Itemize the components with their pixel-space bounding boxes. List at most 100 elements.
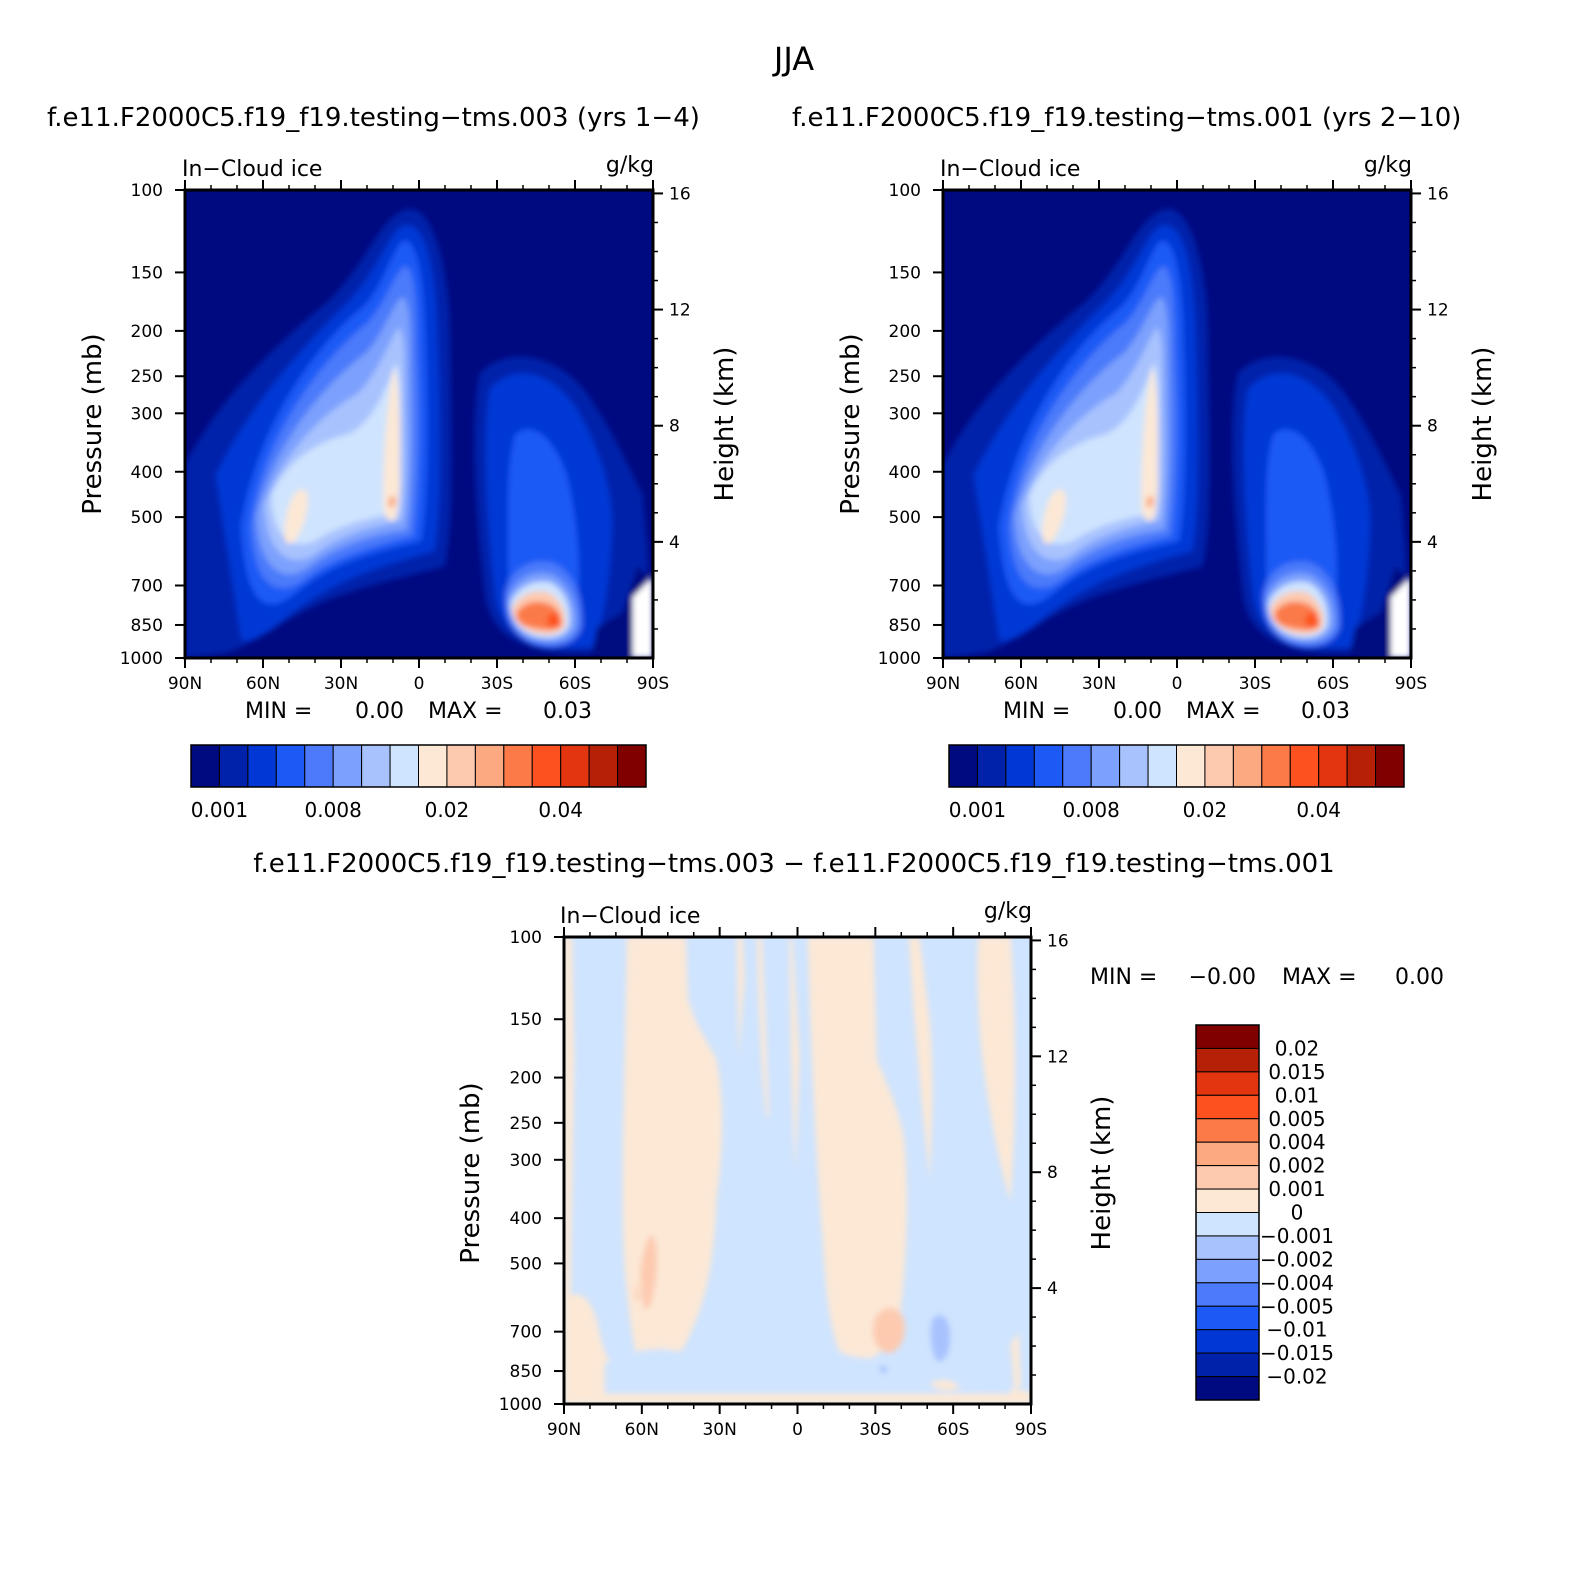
colorbar-tick-label: 0.008 [1063,798,1120,822]
colorbar-tick-label: 0.02 [1275,1036,1320,1060]
colorbar-tick-label: 0 [1291,1201,1304,1225]
x-tick-label: 90N [168,674,202,694]
colorbar-tick-label: 0.004 [1268,1130,1325,1154]
panel-3-min-value: −0.00 [1189,965,1256,990]
x-tick-label: 90S [637,674,669,694]
x-tick-label: 90S [1015,1420,1047,1440]
x-tick-label: 60N [246,674,280,694]
colorbar-swatch [1195,1305,1260,1331]
y-tick-label-left: 250 [131,367,163,387]
panel-2-field [943,209,1411,658]
panel-3-colorbar: 0.020.0150.010.0050.0040.0020.0010−0.001… [1195,1024,1334,1401]
panel-2-ylabel-right: Height (km) [1468,347,1498,502]
colorbar-swatch [361,744,391,788]
panel-3-plot-area [564,937,1031,1404]
colorbar-swatch [1033,744,1064,788]
colorbar-swatch [976,744,1007,788]
y-tick-label-left: 100 [510,928,542,948]
colorbar-tick-label: −0.002 [1260,1247,1334,1271]
panel-3-ylabel-left: Pressure (mb) [456,1082,486,1263]
colorbar-swatch [190,744,220,788]
panel-3-units: g/kg [984,899,1032,924]
colorbar-swatch [275,744,306,788]
colorbar-swatch [1119,744,1149,788]
panel-1-max-label: MAX = [428,699,503,724]
colorbar-swatch [1195,1258,1260,1284]
panel-2-units: g/kg [1364,153,1412,178]
colorbar-frame [190,744,647,788]
panel-1-variable: In−Cloud ice [182,157,322,182]
y-tick-label-left: 850 [510,1362,542,1382]
x-tick-label: 90N [926,674,960,694]
x-tick-label: 30S [859,1420,891,1440]
panel-1-ylabel-right: Height (km) [710,347,740,502]
colorbar-swatch [1195,1188,1260,1213]
y-tick-label-left: 100 [889,181,921,201]
y-tick-label-left: 500 [889,508,921,528]
panel-3-max-label: MAX = [1282,965,1357,990]
panel-3-variable: In−Cloud ice [560,904,700,929]
colorbar-tick-label: −0.02 [1266,1365,1327,1389]
colorbar-swatch [560,744,590,788]
panel-1-title: f.e11.F2000C5.f19_f19.testing−tms.003 (y… [47,103,700,133]
y-tick-label-left: 400 [889,463,921,483]
figure-title: JJA [772,40,814,78]
x-tick-label: 60S [937,1420,969,1440]
y-tick-label-right: 16 [1047,931,1069,951]
x-tick-label: 30N [702,1420,736,1440]
y-tick-label-left: 400 [510,1209,542,1229]
panel-1-max-value: 0.03 [543,699,592,724]
colorbar-tick-label: 0.01 [1275,1083,1320,1107]
colorbar-swatch [474,744,505,788]
x-tick-label: 0 [792,1420,803,1440]
panel-1-min-label: MIN = [245,699,312,724]
colorbar-swatch [1195,1118,1260,1143]
colorbar-swatch [1176,744,1206,788]
y-tick-label-right: 8 [669,417,680,437]
colorbar-swatch [1289,744,1320,788]
colorbar-tick-label: 0.001 [1268,1177,1325,1201]
colorbar-swatch [617,744,647,788]
colorbar-swatch [1195,1094,1260,1120]
y-tick-label-left: 200 [889,322,921,342]
y-tick-label-left: 850 [889,616,921,636]
colorbar-tick-label: −0.004 [1260,1271,1334,1295]
y-tick-label-left: 300 [889,404,921,424]
colorbar-swatch [332,744,363,788]
y-tick-label-left: 100 [131,181,163,201]
colorbar-swatch [1346,744,1377,788]
x-tick-label: 90S [1395,674,1427,694]
y-tick-label-left: 1000 [120,649,163,669]
panel-3: f.e11.F2000C5.f19_f19.testing−tms.003 − … [253,849,1444,1440]
panel-2-min-value: 0.00 [1113,699,1162,724]
colorbar-frame [948,744,1405,788]
x-tick-label: 60N [625,1420,659,1440]
colorbar-tick-label: 0.02 [425,798,470,822]
y-tick-label-left: 500 [131,508,163,528]
y-tick-label-right: 4 [1427,533,1438,553]
panel-2-plot-area [943,190,1411,658]
colorbar-swatch [1195,1235,1260,1260]
colorbar-swatch [1195,1282,1260,1307]
panel-2-axes: 90N 60N 30N 0 30S 60S 90S 100 150 200 250 300 400 500… [878,180,1449,694]
panel-1-axes: 90N 60N 30N 0 30S 60S 90S 100 150 200 250 300 400 500… [120,180,691,694]
x-tick-label: 30S [1239,674,1271,694]
colorbar-swatch [1005,744,1035,788]
y-tick-label-right: 4 [1047,1279,1058,1299]
colorbar-tick-label: 0.015 [1268,1060,1325,1084]
colorbar-tick-label: −0.005 [1260,1294,1334,1318]
colorbar-swatch [1062,744,1092,788]
panel-3-axes: 90N 60N 30N 0 30S 60S 90S 100 150 200 250 300 400 500… [499,927,1069,1440]
y-tick-label-left: 400 [131,463,163,483]
colorbar-swatch [446,744,476,788]
x-tick-label: 90N [547,1420,581,1440]
colorbar-swatch [218,744,249,788]
y-tick-label-left: 1000 [499,1395,542,1415]
x-tick-label: 0 [1172,674,1183,694]
colorbar-swatch [531,744,562,788]
y-tick-label-right: 4 [669,533,680,553]
y-tick-label-left: 700 [131,577,163,597]
colorbar-swatch [1318,744,1348,788]
colorbar-swatch [588,744,619,788]
